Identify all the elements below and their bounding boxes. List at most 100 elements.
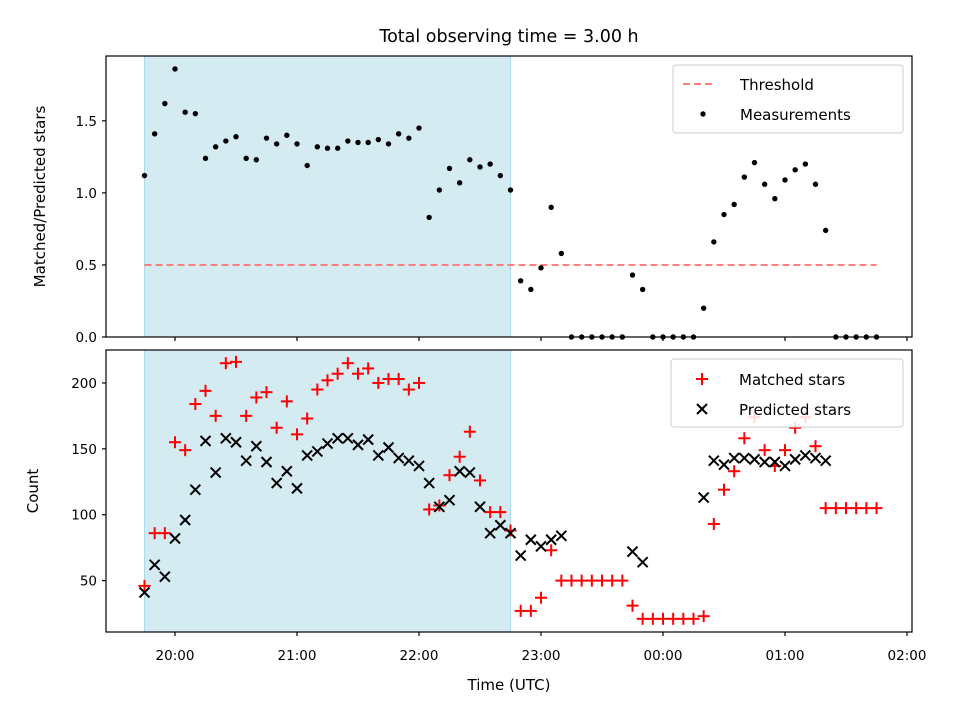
x-tick-label: 20:00: [156, 648, 195, 664]
predicted-star-point: [453, 465, 466, 477]
observing-window-shade: [144, 349, 511, 633]
predicted-star-point: [738, 452, 751, 464]
predicted-star-point: [718, 458, 730, 471]
matched-star-point: [341, 357, 354, 370]
matched-star-point: [402, 383, 415, 396]
predicted-star-point: [250, 440, 263, 452]
chart-title: Total observing time = 3.00 h: [378, 27, 638, 47]
matched-star-point: [362, 362, 375, 375]
predicted-star-point: [697, 491, 710, 504]
matched-star-point: [280, 395, 293, 408]
measurement-point: [426, 214, 432, 221]
predicted-star-point: [708, 454, 720, 467]
measurement-point: [324, 145, 331, 151]
predicted-star-point: [270, 477, 283, 489]
measurement-point: [436, 187, 443, 193]
matched-star-point: [463, 425, 476, 438]
y-tick-label: 100: [71, 508, 97, 524]
predicted-star-point: [819, 454, 832, 467]
matched-star-point: [697, 610, 710, 623]
count-legend: Matched stars Predicted stars: [670, 358, 904, 428]
predicted-star-point: [494, 519, 507, 531]
measurement-point: [517, 278, 524, 284]
measurement-point: [639, 286, 646, 293]
measurement-point: [263, 135, 270, 141]
matched-star-point: [494, 506, 507, 519]
predicted-star-point: [352, 439, 364, 451]
ratio-plot-frame: [105, 55, 913, 338]
measurement-point: [182, 109, 188, 115]
matched-star-point: [199, 384, 212, 397]
y-tick-label: 200: [71, 376, 97, 392]
matched-star-point: [209, 409, 222, 422]
predicted-star-point: [484, 527, 496, 539]
measurement-point: [772, 195, 778, 202]
measurement-point: [334, 145, 341, 151]
measurement-point: [294, 141, 300, 147]
predicted-star-point: [779, 460, 791, 472]
matched-star-point: [301, 412, 314, 425]
ratio-legend: Threshold Measurements: [672, 64, 904, 134]
measurement-point: [162, 100, 168, 107]
matched-stars-points: [138, 355, 883, 625]
matched-star-point: [250, 391, 263, 404]
measurement-point: [172, 66, 178, 72]
measurement-point: [345, 138, 351, 144]
y-tick-label: 0.5: [76, 258, 97, 274]
predicted-star-point: [392, 452, 405, 464]
matched-star-point: [585, 574, 598, 587]
predicted-star-point: [159, 570, 171, 583]
measurement-point: [812, 181, 819, 187]
matched-star-point: [352, 367, 364, 380]
matched-legend-label: Matched stars: [739, 371, 845, 389]
predicted-star-point: [301, 449, 313, 462]
matched-star-point: [474, 474, 486, 487]
matched-star-point: [535, 591, 547, 604]
predicted-star-point: [525, 534, 537, 546]
predicted-star-point: [443, 494, 456, 506]
predicted-star-point: [403, 454, 415, 467]
predicted-star-point: [281, 465, 293, 477]
matched-star-point: [138, 579, 151, 592]
measurement-point: [273, 141, 280, 147]
measurement-point: [365, 139, 371, 146]
matched-star-point: [230, 355, 242, 368]
y-tick-label: 50: [80, 574, 97, 590]
matched-star-point: [453, 450, 466, 463]
measurement-point: [355, 139, 361, 146]
ratio-y-ticks: 0.0 0.5 1.0 1.5: [76, 114, 106, 346]
matched-star-point: [179, 444, 192, 457]
measurement-point: [233, 133, 239, 140]
measurement-point: [192, 110, 199, 117]
measurement-point: [243, 155, 249, 162]
measurement-point: [751, 159, 758, 166]
measurement-point: [304, 162, 310, 169]
matched-star-point: [677, 612, 690, 625]
predicted-star-point: [138, 586, 151, 599]
matched-star-point: [829, 502, 842, 515]
matched-star-point: [840, 502, 852, 515]
predicted-star-point: [362, 433, 374, 446]
matched-star-point: [382, 372, 395, 385]
predicted-star-point: [636, 556, 649, 568]
matched-star-point: [524, 604, 537, 617]
measurement-point: [202, 155, 209, 162]
predicted-star-point: [423, 477, 435, 489]
measurement-point: [792, 167, 798, 173]
x-tick-label: 02:00: [888, 648, 927, 664]
matched-star-point: [443, 469, 456, 482]
y-tick-label: 150: [71, 442, 97, 458]
predicted-star-point: [209, 466, 222, 479]
matched-star-point: [219, 357, 232, 370]
measurement-point: [487, 161, 493, 167]
measurement-point: [253, 157, 260, 163]
predicted-star-point: [809, 452, 822, 464]
measurement-point: [761, 181, 768, 187]
matched-star-point: [738, 432, 751, 445]
count-x-ticks: 20:00 21:00 22:00 23:00 00:00 01:00 02:00: [156, 632, 927, 664]
measurements-legend-label: Measurements: [740, 106, 851, 124]
predicted-star-point: [199, 435, 212, 447]
measurement-point: [802, 161, 809, 167]
measurement-point: [212, 144, 219, 150]
predicted-star-point: [321, 437, 334, 450]
